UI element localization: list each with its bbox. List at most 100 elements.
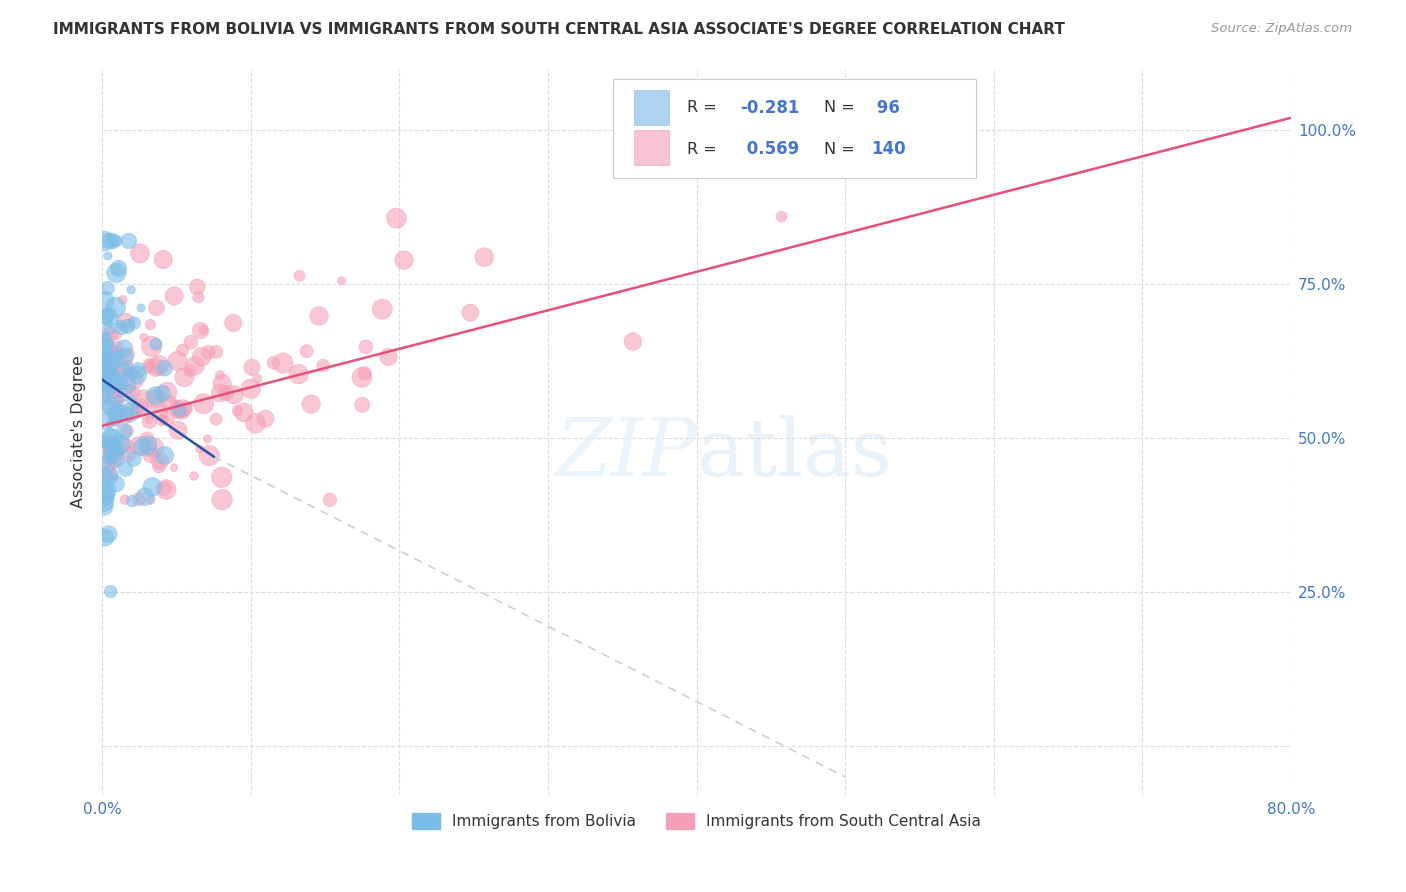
Point (138, 442, 160, 456)
Text: 140: 140 (872, 140, 905, 159)
Point (93, 293, 115, 308)
Point (155, 483, 177, 497)
Legend: Immigrants from Bolivia, Immigrants from South Central Asia: Immigrants from Bolivia, Immigrants from… (406, 806, 987, 835)
Point (107, 371, 129, 385)
Point (127, 363, 149, 377)
Point (128, 401, 150, 416)
Point (93, 386, 115, 401)
Point (100, 367, 122, 381)
Point (170, 406, 193, 420)
Point (319, 492, 342, 507)
Point (94, 488, 117, 502)
Point (190, 350, 212, 364)
Point (148, 404, 170, 418)
Point (97, 308, 120, 322)
Point (105, 266, 128, 280)
Point (114, 363, 136, 377)
Point (118, 234, 141, 248)
Text: atlas: atlas (696, 415, 891, 492)
Point (100, 449, 122, 463)
Point (271, 356, 294, 370)
Point (96, 346, 118, 360)
Point (93, 434, 115, 449)
Point (245, 417, 267, 431)
Point (108, 411, 131, 425)
Point (103, 349, 125, 363)
Point (163, 460, 186, 475)
Point (128, 439, 150, 453)
Point (110, 388, 132, 402)
Point (94, 331, 117, 345)
Point (246, 372, 269, 386)
Point (141, 480, 163, 494)
Point (138, 359, 160, 374)
Point (167, 403, 190, 417)
Point (98, 437, 121, 451)
Point (152, 412, 174, 426)
Point (98, 468, 121, 483)
Point (103, 437, 125, 451)
Point (94, 531, 117, 545)
Point (105, 327, 128, 342)
Point (132, 330, 155, 344)
Point (385, 211, 408, 226)
Bar (634, 130, 669, 165)
Text: N =: N = (824, 142, 855, 157)
Point (98, 401, 121, 415)
Point (98, 417, 121, 432)
Point (472, 250, 495, 264)
Point (150, 413, 173, 427)
Point (222, 388, 245, 402)
Point (93, 456, 115, 470)
Point (103, 392, 125, 407)
Point (179, 364, 201, 378)
Point (122, 373, 145, 387)
Point (114, 377, 136, 392)
Point (98, 345, 121, 359)
Point (205, 412, 228, 426)
Point (107, 407, 129, 421)
Point (153, 449, 176, 463)
Point (128, 492, 150, 507)
Point (98, 234, 121, 248)
Point (136, 438, 159, 452)
Point (132, 392, 155, 407)
Point (93, 388, 115, 402)
Point (118, 384, 141, 398)
Point (98, 429, 121, 443)
Point (295, 344, 318, 359)
Point (371, 302, 394, 317)
Point (150, 386, 173, 401)
Point (97, 469, 120, 483)
Point (97, 527, 120, 541)
Point (138, 357, 160, 371)
Point (117, 365, 139, 379)
Text: Source: ZipAtlas.com: Source: ZipAtlas.com (1212, 22, 1353, 36)
Point (97, 249, 120, 263)
Point (104, 414, 127, 428)
Point (145, 337, 167, 351)
Point (193, 323, 215, 337)
Point (156, 411, 179, 425)
Point (350, 370, 373, 384)
Point (125, 403, 148, 417)
Point (148, 459, 170, 474)
Text: ZIP: ZIP (555, 415, 696, 492)
Point (134, 490, 156, 504)
Point (114, 492, 136, 507)
Point (288, 268, 311, 283)
Point (153, 481, 176, 495)
Point (122, 316, 145, 330)
Text: R =: R = (688, 100, 721, 115)
Point (169, 402, 191, 417)
Point (172, 343, 194, 357)
Point (226, 403, 249, 417)
Point (103, 442, 125, 457)
Point (188, 442, 211, 456)
Point (103, 366, 125, 380)
Point (104, 411, 127, 425)
Point (211, 376, 233, 391)
Point (211, 492, 233, 507)
Point (330, 274, 353, 288)
Point (114, 316, 136, 330)
